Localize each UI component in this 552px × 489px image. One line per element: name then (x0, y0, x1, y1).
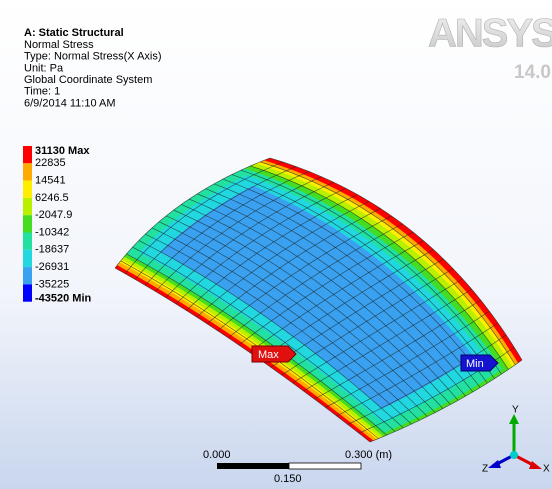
header-title: A: Static Structural (24, 27, 124, 39)
legend-label: 22835 (35, 157, 66, 169)
legend-swatch (23, 163, 32, 180)
scale-middle: 0.150 (274, 473, 302, 485)
legend-label: 31130 Max (35, 145, 90, 157)
header-line: Normal Stress (24, 39, 94, 51)
logo-brand: ANSYS (428, 12, 552, 56)
legend-label: -43520 Min (35, 293, 92, 305)
legend-swatch (23, 284, 32, 301)
legend-swatch (23, 146, 32, 163)
axis-label: Z (482, 464, 488, 475)
probe-label: Max (258, 349, 279, 361)
legend-label: -26931 (35, 261, 69, 273)
legend-label: 14541 (35, 175, 66, 187)
header-line: Time: 1 (24, 86, 60, 98)
legend-label: -10342 (35, 226, 69, 238)
probe-max: Max (252, 346, 296, 362)
scale-left: 0.000 (203, 449, 231, 461)
legend-label: -35225 (35, 278, 69, 290)
axis-label: X (543, 464, 550, 475)
scale-seg (217, 463, 289, 469)
legend-swatch (23, 267, 32, 284)
viewport: A: Static Structural Normal StressType: … (0, 0, 552, 489)
probe-label: Min (466, 358, 484, 370)
origin (510, 451, 518, 459)
header-line: Type: Normal Stress(X Axis) (24, 51, 162, 63)
legend-swatch (23, 250, 32, 267)
header-line: Unit: Pa (24, 62, 64, 74)
header-line: Global Coordinate System (24, 74, 152, 86)
logo-version: 14.0 (514, 62, 551, 83)
legend-label: -2047.9 (35, 209, 72, 221)
legend-swatch (23, 198, 32, 215)
scale-right: 0.300 (m) (345, 449, 392, 461)
legend-swatch (23, 181, 32, 198)
axis-label: Y (512, 405, 519, 416)
scale-seg (289, 463, 361, 469)
header-line: 6/9/2014 11:10 AM (24, 97, 116, 109)
legend-swatch (23, 215, 32, 232)
legend-label: -18637 (35, 244, 69, 256)
probe-min: Min (461, 355, 498, 371)
legend-label: 6246.5 (35, 192, 69, 204)
legend-swatch (23, 233, 32, 250)
